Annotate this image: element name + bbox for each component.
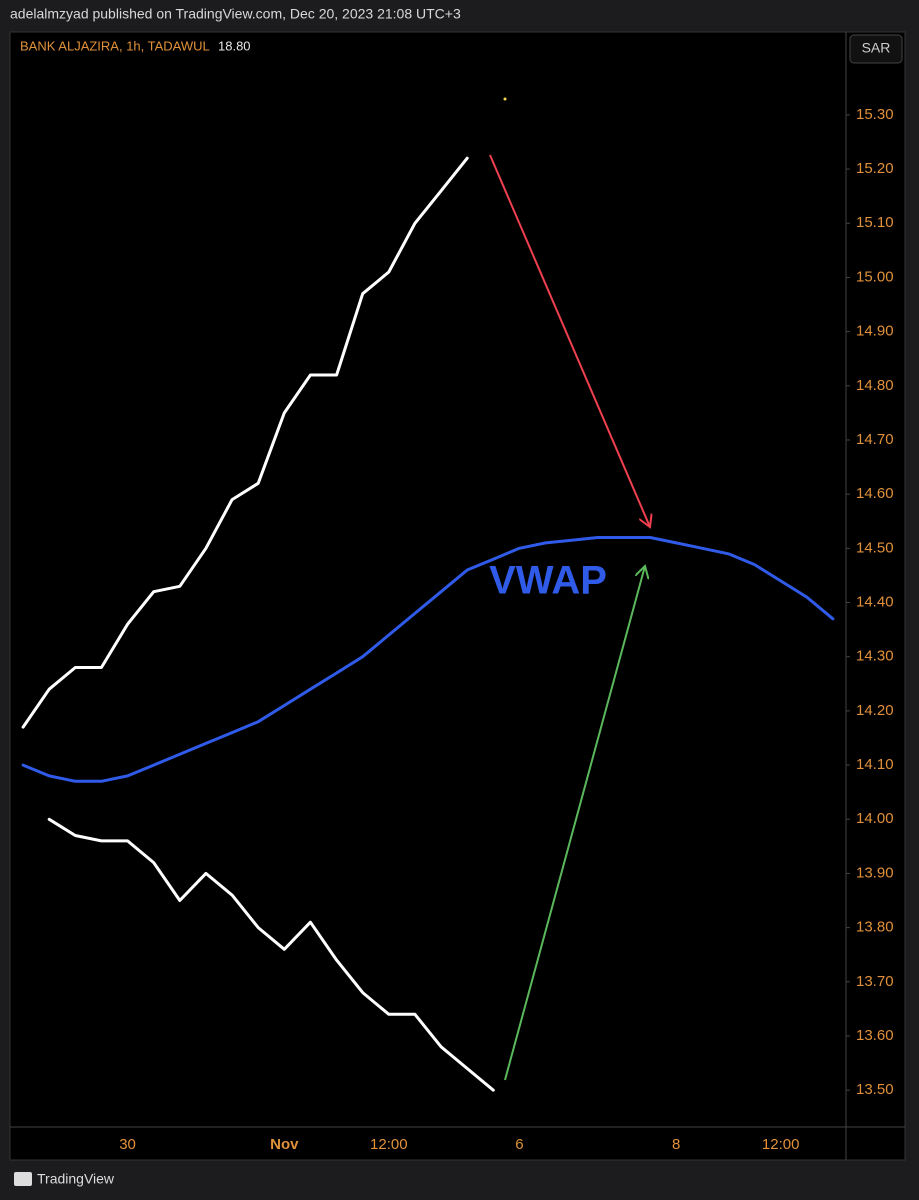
red-arrow (489, 154, 650, 527)
series-line (21, 156, 469, 729)
y-tick-label: 14.00 (856, 810, 894, 827)
y-tick-label: 13.90 (856, 864, 894, 881)
x-tick-label: 12:00 (370, 1136, 408, 1153)
y-tick-label: 14.30 (856, 648, 894, 665)
y-tick-label: 13.60 (856, 1027, 894, 1044)
y-tick-label: 15.30 (856, 106, 894, 123)
y-tick-label: 14.60 (856, 485, 894, 502)
last-price: 18.80 (218, 38, 251, 53)
y-tick-label: 14.40 (856, 593, 894, 610)
series-line (47, 817, 495, 1092)
x-tick-label: Nov (270, 1136, 299, 1153)
y-tick-label: 14.50 (856, 539, 894, 556)
y-tick-label: 13.50 (856, 1081, 894, 1098)
x-tick-label: 6 (515, 1136, 523, 1153)
x-tick-label: 30 (119, 1136, 136, 1153)
y-tick-label: 15.20 (856, 160, 894, 177)
brand-logo (14, 1172, 32, 1186)
y-tick-label: 14.20 (856, 702, 894, 719)
y-tick-label: 15.00 (856, 268, 894, 285)
y-tick-label: 14.80 (856, 377, 894, 394)
currency: SAR (862, 40, 891, 56)
currency-button[interactable] (849, 34, 903, 64)
symbol: BANK ALJAZIRA, 1h, TADAWUL (20, 38, 210, 53)
y-tick-label: 14.90 (856, 323, 894, 340)
x-tick-label: 12:00 (762, 1136, 800, 1153)
y-tick-label: 14.10 (856, 756, 894, 773)
y-tick-label: 14.70 (856, 431, 894, 448)
y-tick-label: 13.80 (856, 919, 894, 936)
chart-frame (9, 31, 906, 1161)
brand: TradingView (37, 1171, 115, 1187)
y-tick-label: 15.10 (856, 214, 894, 231)
series-line (21, 536, 835, 783)
y-tick-label: 13.70 (856, 973, 894, 990)
x-tick-label: 8 (672, 1136, 680, 1153)
dot (503, 97, 507, 101)
annotation: VWAP (489, 559, 607, 603)
header: adelalmzyad published on TradingView.com… (10, 6, 461, 22)
green-arrow (504, 566, 645, 1081)
